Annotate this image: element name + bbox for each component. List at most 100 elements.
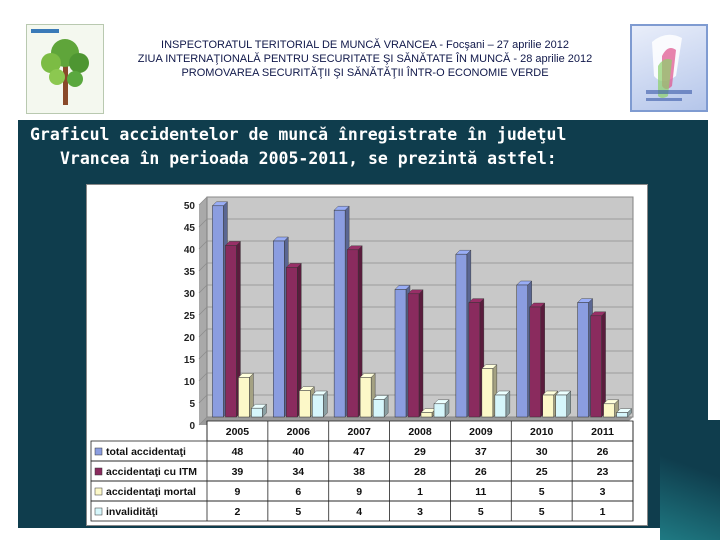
- header-line-2: ZIUA INTERNAŢIONALĂ PENTRU SECURITATE ŞI…: [137, 53, 593, 65]
- y-tick-label: 30: [184, 289, 196, 300]
- bar: [481, 368, 494, 418]
- bar: [238, 377, 250, 418]
- subtitle-line-2: Vrancea în perioada 2005-2011, se prezin…: [60, 149, 557, 168]
- bar: [212, 205, 224, 418]
- chart-container: 0 5 10 15 20 25 30 35 40 45 50 2005 2006 2007 2008 2009…: [86, 184, 648, 526]
- bar: [433, 403, 446, 418]
- gridline-side: [198, 372, 208, 382]
- table-value: 37: [475, 446, 487, 458]
- table-value: 26: [597, 446, 609, 458]
- bar: [312, 394, 324, 418]
- y-tick-label: 20: [184, 333, 196, 344]
- bar: [616, 412, 628, 418]
- y-tick-label: 35: [184, 267, 196, 278]
- bar: [299, 390, 311, 418]
- legend-label: accidentaţi mortal: [106, 486, 196, 498]
- table-value: 23: [597, 466, 609, 478]
- bar: [529, 306, 541, 418]
- table-value: 39: [232, 466, 244, 478]
- bar: [420, 412, 433, 418]
- bar: [333, 209, 346, 418]
- x-tick-label: 2010: [530, 426, 554, 438]
- header: INSPECTORATUL TERITORIAL DE MUNCĂ VRANCE…: [0, 0, 720, 118]
- bar-side: [601, 311, 606, 418]
- inspectia-muncii-logo-icon: [630, 24, 708, 112]
- legend-label: total accidentaţi: [106, 446, 186, 458]
- decorative-wave: [660, 420, 720, 540]
- bar: [542, 394, 554, 418]
- table-value: 1: [417, 486, 423, 498]
- table-value: 5: [539, 506, 545, 518]
- y-tick-label: 40: [184, 245, 196, 256]
- tree-logo-icon: [26, 24, 104, 114]
- legend-swatch: [94, 487, 103, 496]
- bar: [359, 377, 372, 418]
- table-value: 28: [414, 466, 426, 478]
- y-tick-label: 10: [184, 377, 196, 388]
- bar: [577, 302, 589, 418]
- table-value: 1: [600, 506, 606, 518]
- bar: [555, 394, 567, 418]
- table-value: 2: [235, 506, 241, 518]
- gridline-side: [198, 262, 208, 272]
- table-value: 47: [353, 446, 365, 458]
- gridline-side: [198, 306, 208, 316]
- table-value: 38: [353, 466, 365, 478]
- table-row: [90, 500, 634, 522]
- table-value: 5: [295, 506, 301, 518]
- gridline-side: [198, 240, 208, 250]
- legend-swatch: [94, 467, 103, 476]
- gridline-side: [198, 350, 208, 360]
- x-tick-label: 2009: [469, 426, 493, 438]
- gridline-side: [198, 284, 208, 294]
- bar: [394, 289, 407, 418]
- bar: [516, 284, 528, 418]
- table-value: 5: [539, 486, 545, 498]
- bar: [225, 245, 237, 418]
- y-tick-label: 15: [184, 355, 196, 366]
- x-tick-label: 2011: [591, 426, 614, 438]
- legend-label: invalidităţi: [106, 506, 158, 518]
- table-value: 9: [356, 486, 362, 498]
- table-value: 40: [292, 446, 304, 458]
- y-tick-label: 50: [184, 201, 196, 212]
- bar-side: [323, 390, 328, 418]
- bar: [590, 315, 602, 418]
- table-value: 4: [356, 506, 362, 518]
- subtitle-line-1: Graficul accidentelor de muncă înregistr…: [30, 125, 567, 144]
- bar: [273, 240, 285, 418]
- table-value: 5: [478, 506, 484, 518]
- bar: [286, 267, 298, 418]
- bar-side: [418, 289, 424, 418]
- gridline-side: [198, 416, 208, 426]
- x-tick-label: 2005: [226, 426, 250, 438]
- bar: [372, 399, 385, 418]
- table-value: 3: [417, 506, 423, 518]
- bar: [494, 394, 507, 418]
- table-value: 26: [475, 466, 487, 478]
- bar: [251, 407, 263, 418]
- bar-side: [505, 390, 511, 418]
- gridline-side: [198, 328, 208, 338]
- bar: [455, 253, 468, 418]
- x-tick-label: 2007: [347, 426, 371, 438]
- x-tick-label: 2006: [287, 426, 311, 438]
- bar: [468, 302, 481, 418]
- header-line-3: PROMOVAREA SECURITĂŢII ŞI SĂNĂTĂŢII ÎNTR…: [181, 67, 549, 79]
- legend-swatch: [94, 507, 103, 516]
- header-line-1: INSPECTORATUL TERITORIAL DE MUNCĂ VRANCE…: [161, 39, 569, 51]
- legend-swatch: [94, 447, 103, 456]
- gridline-side: [198, 394, 208, 404]
- x-tick-label: 2008: [408, 426, 432, 438]
- table-value: 9: [235, 486, 241, 498]
- table-value: 29: [414, 446, 426, 458]
- bar: [603, 403, 615, 418]
- table-value: 3: [600, 486, 606, 498]
- bar-side: [566, 390, 571, 418]
- slide-subtitle: Graficul accidentelor de muncă înregistr…: [30, 123, 690, 171]
- y-tick-label: 0: [189, 421, 195, 432]
- bar: [346, 249, 359, 418]
- bar: [407, 293, 420, 418]
- table-value: 11: [475, 486, 486, 498]
